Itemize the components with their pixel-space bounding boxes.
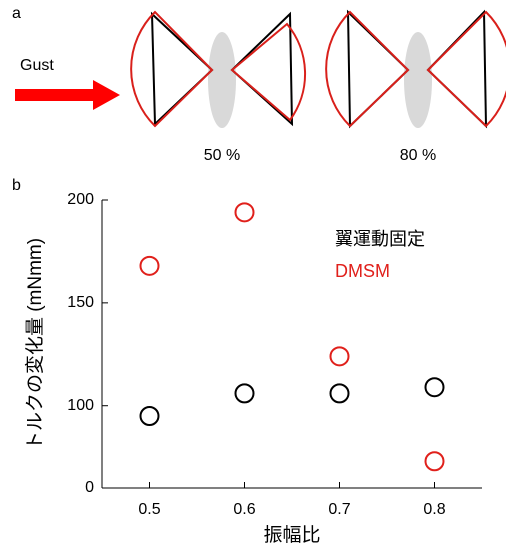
caption: 50 % [204,147,240,164]
point [329,383,350,404]
y-tick-label: 150 [67,294,94,311]
x-tick-label: 0.6 [233,501,255,518]
legend-label: 翼運動固定 [335,229,425,249]
x-tick-label: 0.5 [138,501,160,518]
gust-arrow [15,80,120,110]
panel-label: a [12,5,21,22]
y-tick-label: 100 [67,397,94,414]
legend-label: DMSM [335,261,390,281]
y-axis-label: トルクの変化量 (mNmm) [24,238,46,450]
y-tick-label: 0 [85,479,94,496]
point [234,202,255,223]
point [139,406,160,426]
wing-diagram-50 [130,10,307,128]
y-tick-label: 200 [67,191,94,208]
caption: 80 % [400,147,436,164]
point [424,451,445,472]
point [139,255,160,276]
arrow-label: Gust [20,57,54,74]
point [329,346,350,367]
x-tick-label: 0.8 [423,501,445,518]
point [424,377,445,398]
wing-diagram-80 [325,9,506,129]
point [234,383,255,404]
panel-label: b [12,177,21,194]
x-tick-label: 0.7 [328,501,350,518]
x-axis-label: 振幅比 [263,524,320,546]
